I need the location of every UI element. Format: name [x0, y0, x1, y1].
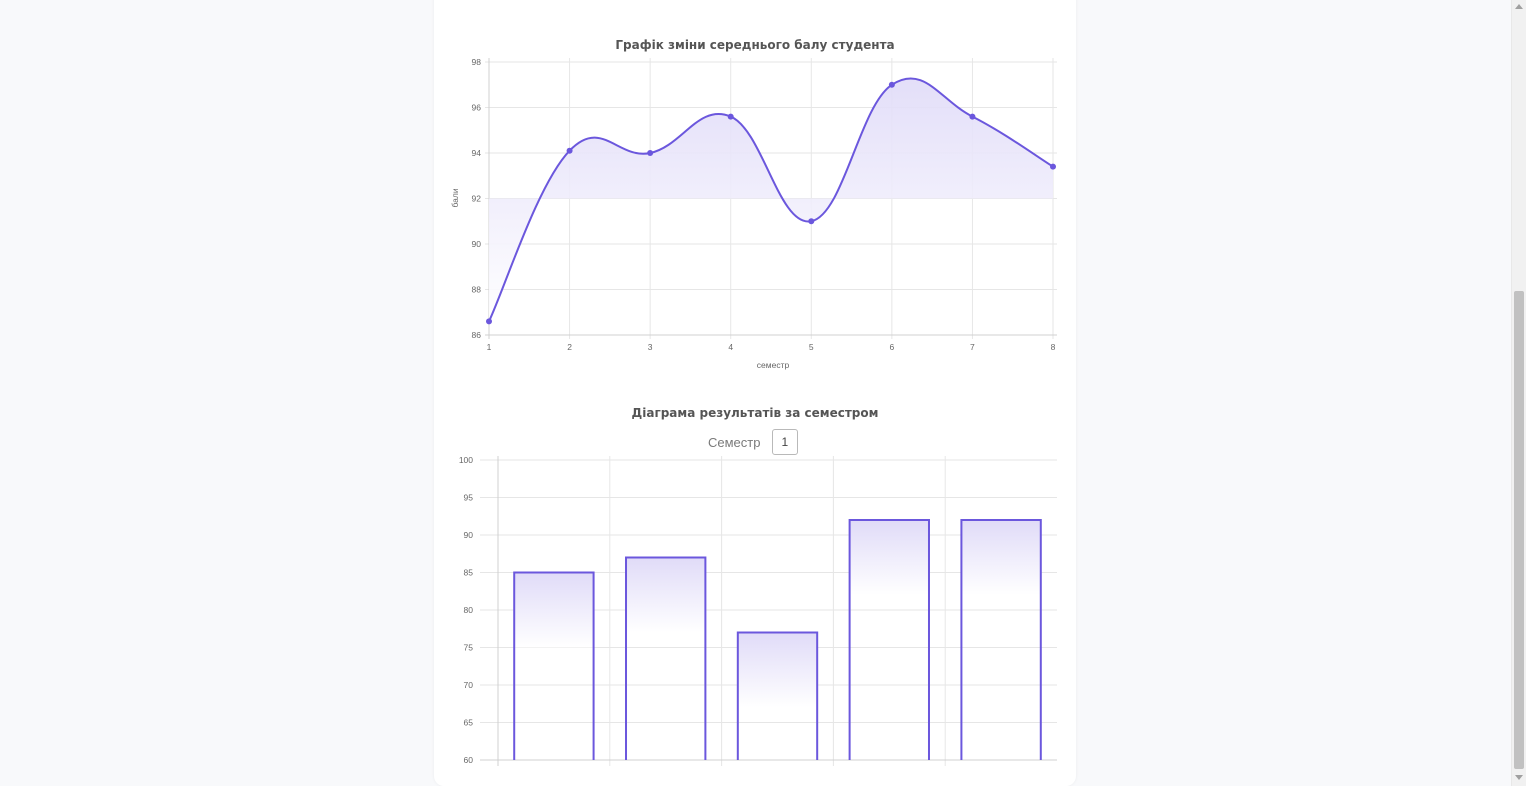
line-data-point	[647, 150, 654, 156]
line-y-tick-label: 90	[472, 239, 482, 249]
line-series	[488, 77, 1054, 322]
bar-y-tick-label: 90	[464, 530, 474, 540]
bar	[848, 519, 930, 760]
bar-y-tick-label: 75	[464, 643, 474, 653]
bar-y-tick-label: 70	[464, 680, 474, 690]
bar-chart-title: Діаграма результатів за семестром	[632, 406, 879, 420]
bar-chart: Діаграма результатів за семестром 100 95 9…	[459, 406, 1057, 766]
bar-y-tick-label: 60	[464, 755, 474, 765]
semester-picker: Семестр	[700, 428, 799, 456]
line-data-point	[808, 218, 815, 225]
bar-chart-y-ticks: 100 95 90 85 80 75 70 65 60	[459, 455, 473, 765]
line-data-point	[969, 113, 976, 120]
line-chart-area	[489, 78, 1053, 322]
bar-fill	[737, 632, 818, 708]
line-x-tick-label: 8	[1051, 342, 1056, 352]
line-data-point	[888, 81, 895, 88]
line-chart-title: Графік зміни середнього балу студента	[615, 38, 894, 52]
bar-y-tick-label: 95	[464, 493, 474, 503]
bar-fill	[961, 520, 1041, 595]
line-x-tick-label: 3	[648, 342, 653, 352]
line-y-tick-label: 88	[472, 285, 482, 295]
line-y-tick-label: 86	[472, 330, 482, 340]
bar	[960, 519, 1042, 760]
line-x-tick-label: 4	[728, 342, 733, 352]
line-y-tick-label: 94	[472, 148, 482, 158]
bar	[513, 571, 595, 760]
line-x-tick-label: 5	[809, 342, 814, 352]
bar-fill	[849, 520, 929, 595]
scroll-down-arrow-icon[interactable]	[1515, 775, 1523, 780]
bar-chart-bars	[513, 519, 1042, 760]
line-x-tick-label: 6	[889, 342, 894, 352]
bar	[736, 631, 819, 760]
line-data-point	[486, 318, 492, 325]
line-chart: Графік зміни середнього балу студента 98…	[450, 38, 1057, 370]
line-chart-x-ticks: 1 2 3 4 5 6 7 8	[487, 342, 1056, 352]
bar-fill	[514, 572, 594, 648]
line-chart-points	[486, 81, 1056, 325]
line-x-tick-label: 2	[567, 342, 572, 352]
bar-y-tick-label: 80	[464, 605, 474, 615]
bar-y-tick-label: 85	[464, 568, 474, 578]
bar-fill	[626, 557, 706, 633]
line-data-point	[1050, 163, 1056, 170]
line-x-tick-label: 1	[487, 342, 492, 352]
line-y-tick-label: 96	[472, 103, 482, 113]
page-scrollbar[interactable]	[1511, 0, 1526, 786]
semester-label: Семестр	[708, 434, 761, 450]
line-data-point	[727, 113, 734, 120]
line-chart-x-axis-label: семестр	[757, 360, 790, 370]
scroll-up-arrow-icon[interactable]	[1515, 4, 1523, 9]
line-y-tick-label: 98	[472, 57, 482, 67]
bar-y-tick-label: 65	[464, 718, 474, 728]
line-x-tick-label: 7	[970, 342, 975, 352]
bar	[625, 556, 707, 760]
line-chart-y-ticks: 98 96 94 92 90 88 86	[472, 57, 482, 340]
line-data-point	[566, 147, 573, 154]
scrollbar-thumb[interactable]	[1514, 291, 1524, 769]
bar-y-tick-label: 100	[459, 455, 473, 465]
line-y-tick-label: 92	[472, 194, 482, 204]
semester-input[interactable]	[772, 429, 799, 455]
line-chart-y-axis-label: бали	[450, 188, 460, 207]
